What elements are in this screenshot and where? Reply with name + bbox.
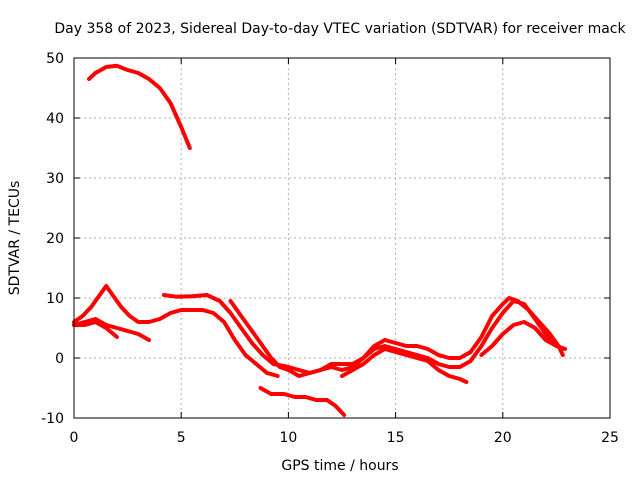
x-tick-label: 25 [601,430,619,446]
series-track-9 [258,386,347,417]
grid-lines [74,58,610,418]
y-tick-label: 40 [46,111,64,127]
y-tick-label: 50 [46,51,64,67]
x-tick-label: 20 [494,430,512,446]
y-axis-label: SDTVAR / TECUs [7,181,23,296]
y-tick-label: 0 [55,351,64,367]
y-tick-label: 10 [46,291,64,307]
data-series [72,63,567,417]
chart-title: Day 358 of 2023, Sidereal Day-to-day VTE… [54,21,626,37]
series-track-1 [87,63,192,150]
x-tick-label: 5 [177,430,186,446]
axis-ticks: 0 5 10 15 20 25 -10 0 10 20 30 40 50 [41,51,619,446]
series-track-4 [72,320,119,339]
x-tick-label: 0 [70,430,79,446]
series-track-7 [340,347,469,384]
x-axis-label: GPS time / hours [281,458,398,474]
series-track-8 [479,320,567,357]
x-tick-label: 10 [279,430,297,446]
y-tick-label: 30 [46,171,64,187]
x-tick-label: 15 [387,430,405,446]
series-track-3 [72,317,151,342]
series-track-5 [162,293,565,375]
y-tick-label: 20 [46,231,64,247]
series-track-6 [228,299,567,378]
y-tick-label: -10 [41,411,64,427]
series-track-2 [72,284,280,378]
